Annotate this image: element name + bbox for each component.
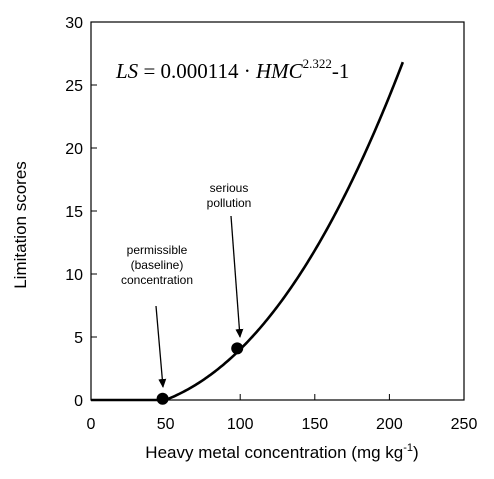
x-tick-label: 250: [451, 416, 478, 433]
y-axis-label: Limitation scores: [11, 161, 30, 289]
equation-variable: HMC: [255, 59, 304, 83]
equation: LS = 0.000114 · HMC2.322-1: [115, 56, 349, 83]
equation-lhs: LS: [115, 59, 139, 83]
series-line: [91, 61, 405, 402]
x-tick-label: 0: [87, 416, 96, 433]
annotation-arrow-serious: [230, 215, 244, 338]
marker-permissible: [156, 392, 169, 405]
x-tick-label: 100: [227, 416, 254, 433]
y-tick-label: 25: [65, 78, 83, 95]
x-tick-label: 150: [301, 416, 328, 433]
y-tick-label: 15: [65, 204, 83, 221]
y-tick-label: 20: [65, 141, 83, 158]
annotation-line: concentration: [121, 273, 193, 287]
y-tick-label: 30: [65, 15, 83, 32]
equation-exponent: 2.322: [303, 56, 332, 71]
x-axis-label-sup: -1: [403, 442, 413, 454]
annotation-line: (baseline): [131, 258, 184, 272]
x-tick-label: 200: [376, 416, 403, 433]
x-axis-label-main: Heavy metal concentration (mg kg: [145, 443, 403, 462]
x-tick-label: 50: [157, 416, 175, 433]
annotation-line: permissible: [127, 243, 188, 257]
annotation-permissible: permissible (baseline) concentration: [121, 243, 193, 287]
y-tick-label: 0: [74, 393, 83, 410]
marker-serious: [231, 342, 244, 355]
annotation-arrow-permissible: [155, 305, 167, 388]
annotation-line: pollution: [207, 196, 252, 210]
equation-tail: -1: [332, 59, 350, 83]
x-axis-label: Heavy metal concentration (mg kg-1): [145, 442, 418, 462]
annotation-serious: serious pollution: [207, 181, 252, 210]
y-tick-label: 10: [65, 267, 83, 284]
x-axis-label-tail: ): [413, 443, 419, 462]
y-tick-label: 5: [74, 330, 83, 347]
annotation-line: serious: [210, 181, 249, 195]
equation-middle: = 0.000114 ·: [138, 59, 256, 83]
